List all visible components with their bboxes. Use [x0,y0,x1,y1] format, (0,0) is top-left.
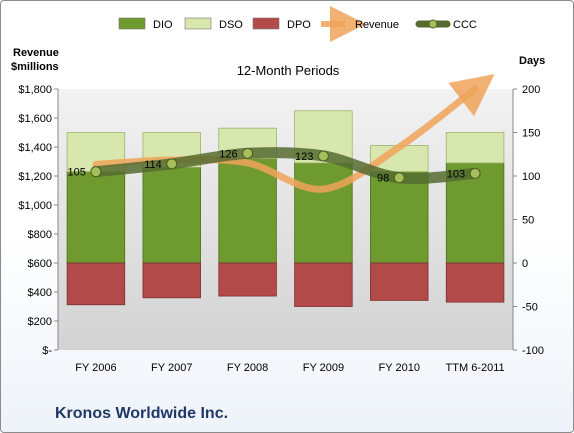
ccc-data-label: 114 [144,159,162,171]
right-tick-label: 0 [522,258,528,270]
bar-dpo [445,262,505,303]
legend-swatch [184,17,212,30]
legend-label: DIO [153,19,173,31]
bar-dpo [66,262,126,306]
bar-dio [66,171,126,264]
bar-dpo [294,262,353,307]
category-axis: FY 2006 FY 2007 FY 2008 FY 2009 FY 2010 TTM 6… [75,362,504,374]
ccc-data-label: 103 [447,168,465,180]
left-tick-label: $1,600 [18,113,52,125]
chart-title: 12-Month Periods [237,63,340,78]
ccc-point [166,158,178,170]
bar-dso [445,132,505,164]
category-label: FY 2009 [303,362,344,374]
legend: DIO DSO DPO Revenue CCC [118,6,477,42]
left-axis: $- $200 $400 $600 $800 $1,000 $1,200 $1,400 $1,6… [18,84,59,357]
bar-dio [218,158,277,264]
ccc-data-label: 98 [377,173,389,185]
category-label: FY 2007 [151,362,192,374]
ccc-line [90,147,481,184]
left-tick-label: $400 [28,287,52,299]
ccc-point [242,147,254,159]
right-tick-label: -100 [522,345,544,357]
legend-label: CCC [453,19,477,31]
ccc-data-label: 105 [68,167,86,179]
bar-dpo [218,262,277,297]
bar-dio [142,166,201,264]
left-tick-label: $200 [28,316,52,328]
left-tick-label: $1,200 [18,171,52,183]
bar-dpo [142,262,201,299]
left-axis-label: Revenue $millions [11,47,59,73]
category-label: FY 2010 [379,362,420,374]
ccc-data-label: 126 [219,148,237,160]
legend-swatch [252,17,280,30]
left-tick-label: $1,000 [18,200,52,212]
category-label: FY 2006 [75,362,116,374]
right-tick-label: -50 [522,302,538,314]
right-axis-label: Days [519,55,545,67]
ccc-data-label: 123 [295,151,313,163]
left-tick-label: $1,400 [18,142,52,154]
lines: 105 114 126 123 98 103 [68,74,495,193]
company-name: Kronos Worldwide Inc. [55,405,229,422]
right-tick-label: 50 [522,215,534,227]
legend-swatch [118,17,146,30]
right-tick-label: 200 [522,84,540,96]
bar-dio [294,162,353,264]
left-tick-label: $600 [28,258,52,270]
ccc-point [317,150,329,162]
plot-area [58,89,513,350]
left-axis-label-line: Revenue [13,47,59,59]
category-label: FY 2008 [227,362,268,374]
left-tick-label: $800 [28,229,52,241]
left-tick-label: $1,800 [18,84,52,96]
category-label: TTM 6-2011 [446,362,505,374]
ccc-point [469,167,481,179]
right-tick-label: 100 [522,171,540,183]
right-axis: -100 -50 0 50 100 150 200 [512,84,544,357]
legend-label: DSO [219,19,243,31]
left-axis-label-line: $millions [11,61,59,73]
ccc-point [90,166,102,178]
legend-marker [428,19,438,29]
legend-label: DPO [287,19,311,31]
bar-dio [370,171,429,264]
ccc-point [393,172,405,184]
right-tick-label: 150 [522,128,540,140]
bar-dpo [370,262,429,301]
legend-label: Revenue [355,19,399,31]
left-tick-label: $- [42,345,52,357]
